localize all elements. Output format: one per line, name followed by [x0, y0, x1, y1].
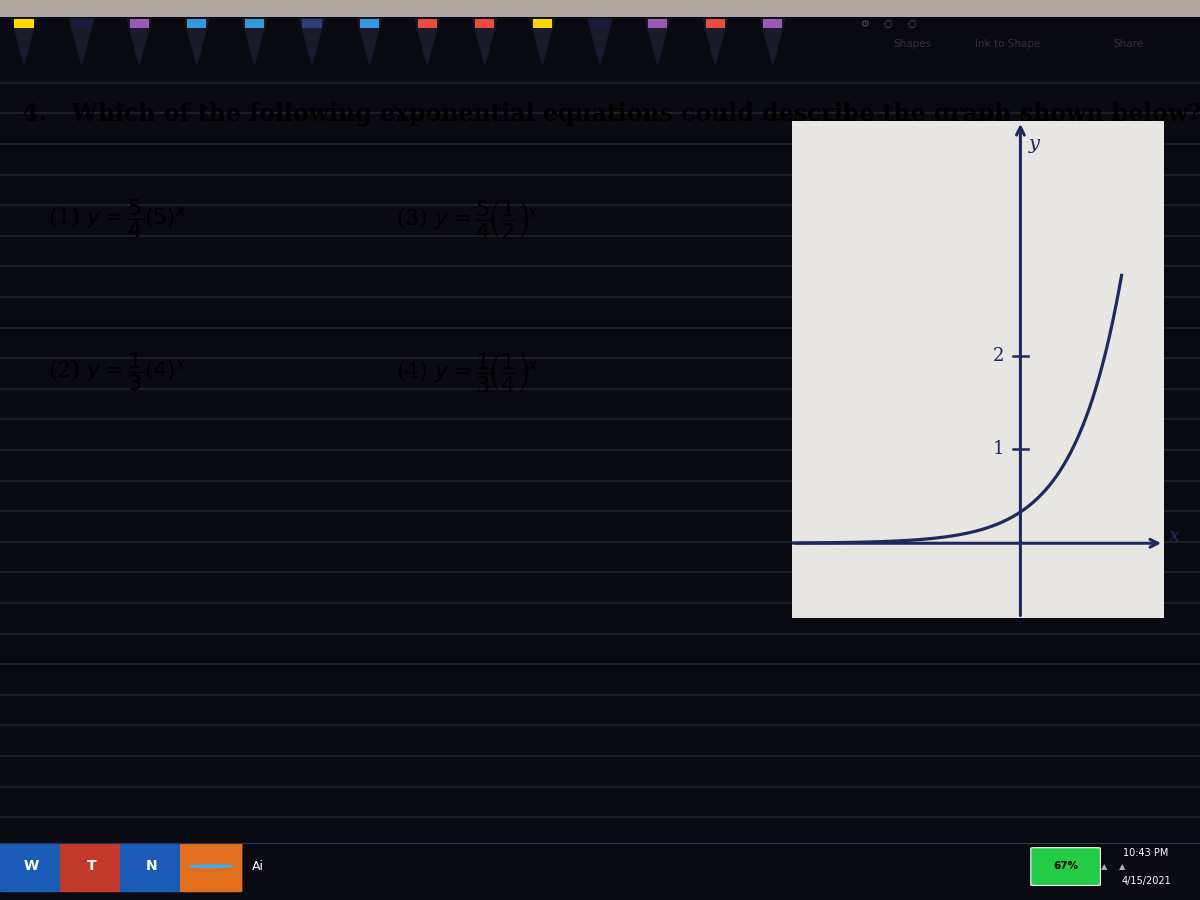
Text: 1: 1	[992, 440, 1004, 458]
Bar	[14, 19, 34, 28]
Polygon shape	[415, 19, 439, 64]
Text: T: T	[86, 860, 96, 873]
Bar	[648, 19, 667, 28]
FancyBboxPatch shape	[0, 843, 62, 892]
Text: Ink to Shape: Ink to Shape	[976, 39, 1040, 49]
Text: y: y	[1028, 135, 1040, 153]
Polygon shape	[12, 19, 36, 64]
FancyBboxPatch shape	[60, 843, 122, 892]
Polygon shape	[358, 19, 382, 64]
Polygon shape	[185, 19, 209, 64]
Polygon shape	[646, 19, 670, 64]
Text: 10:43 PM: 10:43 PM	[1123, 848, 1169, 858]
FancyBboxPatch shape	[1031, 848, 1100, 886]
Polygon shape	[127, 19, 151, 64]
Bar	[418, 19, 437, 28]
Bar	[763, 19, 782, 28]
Text: ○: ○	[907, 19, 917, 29]
Bar	[72, 19, 91, 28]
Text: x: x	[1169, 526, 1181, 544]
Bar	[475, 19, 494, 28]
Polygon shape	[588, 19, 612, 64]
FancyBboxPatch shape	[120, 843, 182, 892]
Text: (4) $y=\dfrac{1}{3}\!\left(\dfrac{1}{4}\right)^{\!x}$: (4) $y=\dfrac{1}{3}\!\left(\dfrac{1}{4}\…	[396, 350, 539, 393]
Text: Share: Share	[1112, 39, 1144, 49]
Bar	[130, 19, 149, 28]
Polygon shape	[703, 19, 727, 64]
Text: 4.   Which of the following exponential equations could describe the graph shown: 4. Which of the following exponential eq…	[22, 102, 1200, 126]
Bar	[302, 19, 322, 28]
Text: 2: 2	[992, 346, 1004, 364]
Bar	[187, 19, 206, 28]
Circle shape	[190, 865, 233, 868]
Text: ▲: ▲	[1118, 862, 1126, 871]
Text: (1) $y=\dfrac{5}{4}(5)^{x}$: (1) $y=\dfrac{5}{4}(5)^{x}$	[48, 198, 187, 240]
Text: Shapes: Shapes	[893, 39, 931, 49]
Bar	[533, 19, 552, 28]
Text: N: N	[145, 860, 157, 873]
Text: (2) $y=\dfrac{1}{3}(4)^{x}$: (2) $y=\dfrac{1}{3}(4)^{x}$	[48, 350, 187, 393]
Bar	[360, 19, 379, 28]
Text: ▲: ▲	[1100, 862, 1108, 871]
Text: ○: ○	[883, 19, 893, 29]
FancyBboxPatch shape	[180, 843, 242, 892]
Polygon shape	[530, 19, 554, 64]
Text: 67%: 67%	[1054, 861, 1078, 871]
Text: W: W	[24, 860, 38, 873]
Text: (3) $y=\dfrac{5}{4}\!\left(\dfrac{1}{2}\right)^{\!x}$: (3) $y=\dfrac{5}{4}\!\left(\dfrac{1}{2}\…	[396, 198, 539, 240]
Text: 4/15/2021: 4/15/2021	[1121, 876, 1171, 886]
Bar	[590, 19, 610, 28]
Polygon shape	[70, 19, 94, 64]
Polygon shape	[242, 19, 266, 64]
Bar	[0, 0, 1200, 17]
Polygon shape	[473, 19, 497, 64]
Text: Ai: Ai	[252, 860, 264, 873]
Polygon shape	[761, 19, 785, 64]
Polygon shape	[300, 19, 324, 64]
Bar	[706, 19, 725, 28]
Bar	[245, 19, 264, 28]
Text: ⚙: ⚙	[859, 19, 869, 29]
